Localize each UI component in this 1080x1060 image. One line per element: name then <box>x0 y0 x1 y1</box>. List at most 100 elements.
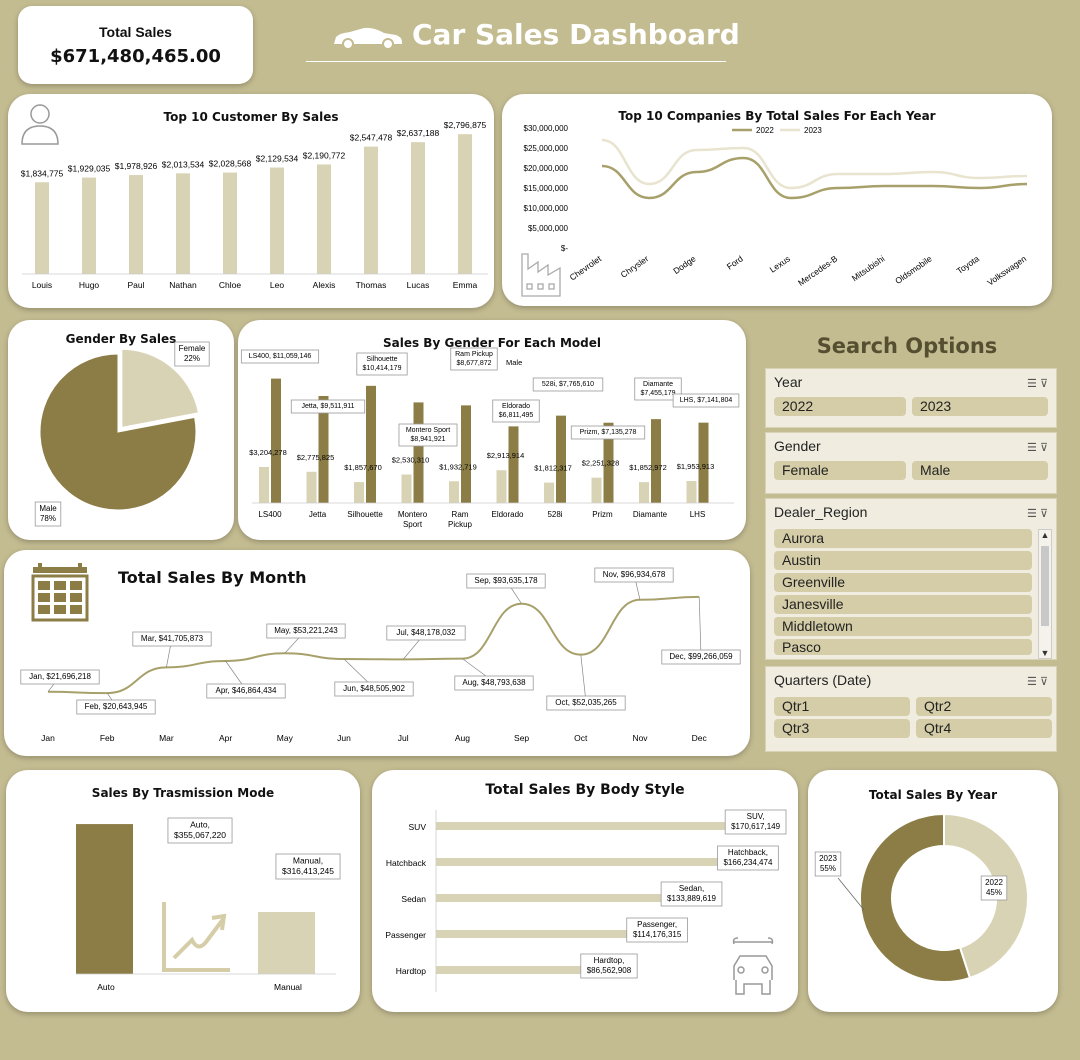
year-chip-2022[interactable]: 2022 <box>774 397 906 416</box>
customer-axis-label: Hugo <box>79 280 100 290</box>
region-chip-pasco[interactable]: Pasco <box>774 639 1032 655</box>
quarter-chip-qtr4[interactable]: Qtr4 <box>916 719 1052 738</box>
company-axis-label: Ford <box>725 253 745 271</box>
calendar-icon <box>31 563 89 622</box>
month-axis-label: Feb <box>100 733 115 743</box>
transmission-card: Sales By Trasmission Mode Auto Manual Auto… <box>6 770 360 1012</box>
model-bar-male <box>651 419 661 503</box>
month-data-label: Oct, $52,035,265 <box>555 698 617 707</box>
slicer-clear-filter-icon[interactable]: ☰ ⊽ <box>1027 676 1048 688</box>
region-chip-aurora[interactable]: Aurora <box>774 529 1032 548</box>
growth-chart-icon <box>162 902 230 972</box>
customer-bar-label: $2,190,772 <box>303 150 346 160</box>
quarter-chip-qtr2[interactable]: Qtr2 <box>916 697 1052 716</box>
model-female-label: $2,530,310 <box>392 456 430 465</box>
model-bar-male <box>508 426 519 503</box>
month-data-label: Mar, $41,705,873 <box>141 634 204 643</box>
month-data-label: Feb, $20,643,945 <box>85 702 148 711</box>
month-data-label-box <box>266 623 346 639</box>
transmission-label-auto: $355,067,220 <box>174 830 226 840</box>
slicer-clear-filter-icon[interactable]: ☰ ⊽ <box>1027 378 1048 390</box>
model-male-label: $7,455,179 <box>640 390 675 397</box>
customer-bar <box>411 142 425 274</box>
year-chip-2023[interactable]: 2023 <box>912 397 1048 416</box>
quarter-chip-qtr1[interactable]: Qtr1 <box>774 697 910 716</box>
transmission-title: Sales By Trasmission Mode <box>91 786 275 800</box>
slicer-clear-filter-icon[interactable]: ☰ ⊽ <box>1027 442 1048 454</box>
month-data-label: Nov, $96,934,678 <box>603 570 666 579</box>
gender-chip-female[interactable]: Female <box>774 461 906 480</box>
body-data-label: SUV, <box>747 812 765 821</box>
customer-bar <box>270 167 284 274</box>
model-male-label-box <box>450 347 498 371</box>
year-label-2022-box <box>980 875 1008 901</box>
month-data-label-box <box>206 683 286 699</box>
transmission-label-manual-box <box>275 853 341 880</box>
quarter-chip-qtr3[interactable]: Qtr3 <box>774 719 910 738</box>
customer-bar-label: $2,796,875 <box>444 120 487 130</box>
company-axis-label: Mercedes-B <box>796 253 840 288</box>
customer-bar-label: $2,028,568 <box>209 159 252 169</box>
model-male-label-box <box>532 377 604 392</box>
customer-bar <box>223 172 237 274</box>
company-y-tick: $10,000,000 <box>524 204 569 213</box>
scroll-down-icon[interactable]: ▼ <box>1040 648 1050 658</box>
customer-bar-label: $1,834,775 <box>21 168 64 178</box>
transmission-axis-label: Auto <box>97 982 115 992</box>
body-bar-hatchback <box>436 858 726 866</box>
body-axis-label: Hardtop <box>396 966 427 976</box>
quarters-slicer: Quarters (Date) ☰ ⊽ Qtr1 Qtr2 Qtr3 Qtr4 <box>765 666 1057 752</box>
gender-label-female: Female <box>179 344 206 353</box>
month-data-label-box <box>466 573 546 589</box>
company-axis-label: Toyota <box>955 253 981 276</box>
body-data-label-box <box>717 845 779 871</box>
model-bar-male <box>318 395 329 503</box>
company-axis-label: Dodge <box>671 253 697 276</box>
model-female-label: $1,932,719 <box>439 462 477 471</box>
model-female-label: $1,852,972 <box>629 463 667 472</box>
gender-model-card: Sales By Gender For Each Model $3,204,27… <box>238 320 746 540</box>
region-chip-greenville[interactable]: Greenville <box>774 573 1032 592</box>
scrollbar-thumb[interactable] <box>1041 546 1049 626</box>
company-axis-label: Chrysler <box>619 253 651 279</box>
customer-axis-label: Louis <box>32 280 52 290</box>
gender-title: Gender By Sales <box>65 332 177 346</box>
customer-bar-label: $2,129,534 <box>256 154 299 164</box>
model-female-label: $3,204,278 <box>249 448 287 457</box>
year-leader-line <box>837 877 865 911</box>
body-data-label: $170,617,149 <box>731 822 780 831</box>
gender-slice-female <box>121 348 200 428</box>
gender-label-female-box <box>174 341 210 367</box>
region-chip-austin[interactable]: Austin <box>774 551 1032 570</box>
month-data-label-box <box>386 625 466 641</box>
company-line-2023 <box>601 138 1028 190</box>
year-label-2023: 55% <box>820 864 836 873</box>
body-style-card: Total Sales By Body Style SUV SUV, $170,61… <box>372 770 798 1012</box>
region-chip-middletown[interactable]: Middletown <box>774 617 1032 636</box>
slicer-clear-filter-icon[interactable]: ☰ ⊽ <box>1027 508 1048 520</box>
month-axis-label: Aug <box>455 733 470 743</box>
customer-bar-label: $1,929,035 <box>68 164 111 174</box>
month-data-label-box <box>661 649 741 665</box>
month-data-label-box <box>334 681 414 697</box>
total-sales-card: Total Sales $671,480,465.00 <box>18 6 253 84</box>
model-male-label-box <box>356 352 408 376</box>
body-data-label: Hardtop, <box>594 956 625 965</box>
company-y-tick: $30,000,000 <box>524 124 569 133</box>
region-chip-janesville[interactable]: Janesville <box>774 595 1032 614</box>
region-scrollbar[interactable]: ▲ ▼ <box>1038 529 1052 659</box>
model-male-label: Jetta, $9,511,911 <box>301 403 354 410</box>
model-male-label: $6,811,495 <box>499 412 534 419</box>
company-y-tick: $20,000,000 <box>524 164 569 173</box>
model-male-label-box <box>570 425 646 440</box>
company-axis-label: Oldsmobile <box>893 253 934 286</box>
company-y-tick: $5,000,000 <box>528 224 569 233</box>
gender-chip-male[interactable]: Male <box>912 461 1048 480</box>
model-axis-label: LS400 <box>258 510 282 519</box>
scroll-up-icon[interactable]: ▲ <box>1040 530 1050 540</box>
month-data-label-box <box>594 567 674 583</box>
year-slice-2023 <box>859 812 972 983</box>
body-bar-suv <box>436 822 734 830</box>
customer-bar <box>35 182 49 274</box>
body-data-label: $86,562,908 <box>587 966 632 975</box>
